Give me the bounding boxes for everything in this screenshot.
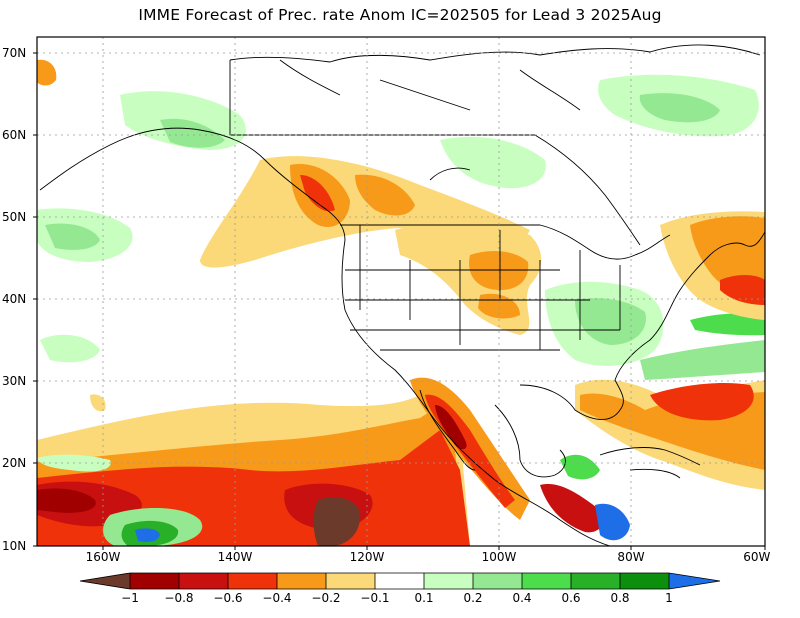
anomaly-region [37,59,57,86]
anomaly-region [575,298,646,345]
colorbar-segment [473,573,522,589]
anomaly-region [720,275,765,305]
anomaly-region [560,454,600,480]
precip-anomaly-field [37,59,765,546]
anomaly-region [160,118,225,148]
colorbar-segment [424,573,473,589]
colorbar-label: 0.4 [512,591,532,605]
colorbar-segment [228,573,277,589]
map-title: IMME Forecast of Prec. rate Anom IC=2025… [138,6,662,24]
lon-label: 160W [85,550,121,564]
lon-label: 100W [481,550,517,564]
colorbar-label: −1 [121,591,139,605]
lat-label: 40N [2,292,27,306]
anomaly-region [37,488,96,513]
anomaly-region [650,383,754,421]
lat-label: 50N [2,210,27,224]
colorbar-segment [326,573,375,589]
axis-ticks [33,52,766,550]
colorbar-segment [375,573,424,589]
colorbar-segment [80,573,130,589]
colorbar-segment [179,573,228,589]
lat-label: 60N [2,128,27,142]
colorbar-label: 1 [665,591,673,605]
map-frame [36,36,766,547]
lon-label: 80W [617,550,645,564]
anomaly-region [40,334,100,363]
anomaly-region [640,340,765,380]
lon-label: 140W [217,550,253,564]
anomaly-region [540,484,605,533]
colorbar-label: 0.8 [610,591,630,605]
anomaly-region [440,136,546,189]
anomaly-region [313,497,361,546]
lat-label: 10N [2,539,27,553]
colorbar-segment [522,573,571,589]
anomaly-region [90,394,106,412]
colorbar-label: −0.4 [262,591,292,605]
lat-label: 20N [2,456,27,470]
colorbar-label: −0.6 [213,591,243,605]
anomaly-region [690,313,765,336]
anomaly-region [435,405,467,450]
anomaly-region [595,503,630,541]
anomaly-region [355,174,415,216]
anomaly-region [135,528,160,542]
lon-label: 60W [743,550,771,564]
anomaly-region [300,175,335,212]
colorbar-label: 0.2 [463,591,483,605]
graticule [37,37,765,546]
colorbar-segment [571,573,620,589]
colorbar-label: 0.6 [561,591,581,605]
anomaly-region [45,223,100,250]
lat-label: 30N [2,374,27,388]
colorbar-segment [277,573,326,589]
colorbar-segment [620,573,669,589]
coastlines [39,44,765,546]
colorbar [79,572,721,590]
colorbar-label: −0.2 [311,591,341,605]
lat-label: 70N [2,46,27,60]
anomaly-region [469,250,529,290]
lon-label: 120W [349,550,385,564]
colorbar-label: −0.1 [360,591,390,605]
colorbar-label: 0.1 [414,591,434,605]
colorbar-label: −0.8 [164,591,194,605]
anomaly-region [200,156,530,268]
colorbar-segment [669,573,720,589]
anomaly-region [639,93,720,123]
colorbar-segment [130,573,179,589]
